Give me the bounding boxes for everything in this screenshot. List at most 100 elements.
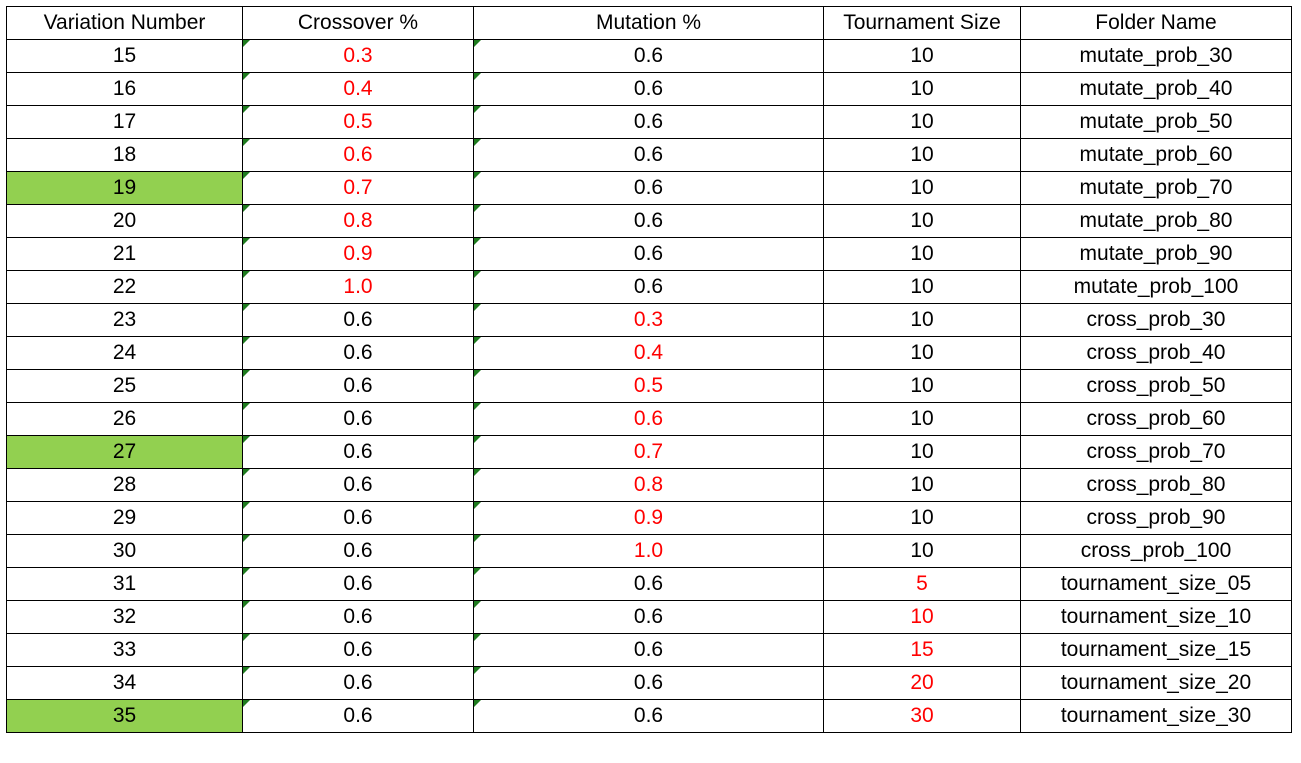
cell-folder-name[interactable]: mutate_prob_40 xyxy=(1020,72,1292,106)
cell-folder-name[interactable]: cross_prob_50 xyxy=(1020,369,1292,403)
cell-crossover[interactable]: 0.6 xyxy=(242,303,474,337)
cell-crossover[interactable]: 0.6 xyxy=(242,534,474,568)
cell-variation-number[interactable]: 20 xyxy=(6,204,243,238)
cell-folder-name[interactable]: tournament_size_15 xyxy=(1020,633,1292,667)
cell-variation-number[interactable]: 34 xyxy=(6,666,243,700)
cell-mutation[interactable]: 0.6 xyxy=(473,633,824,667)
cell-tournament-size[interactable]: 10 xyxy=(823,270,1021,304)
cell-tournament-size[interactable]: 5 xyxy=(823,567,1021,601)
cell-crossover[interactable]: 0.9 xyxy=(242,237,474,271)
cell-crossover[interactable]: 0.6 xyxy=(242,336,474,370)
cell-mutation[interactable]: 0.6 xyxy=(473,138,824,172)
cell-folder-name[interactable]: cross_prob_70 xyxy=(1020,435,1292,469)
cell-crossover[interactable]: 0.6 xyxy=(242,633,474,667)
cell-variation-number[interactable]: 24 xyxy=(6,336,243,370)
cell-variation-number[interactable]: 26 xyxy=(6,402,243,436)
cell-folder-name[interactable]: tournament_size_30 xyxy=(1020,699,1292,733)
cell-folder-name[interactable]: mutate_prob_90 xyxy=(1020,237,1292,271)
cell-folder-name[interactable]: tournament_size_10 xyxy=(1020,600,1292,634)
cell-variation-number[interactable]: 30 xyxy=(6,534,243,568)
cell-mutation[interactable]: 0.6 xyxy=(473,600,824,634)
header-variation-number[interactable]: Variation Number xyxy=(6,6,243,40)
cell-tournament-size[interactable]: 20 xyxy=(823,666,1021,700)
cell-tournament-size[interactable]: 10 xyxy=(823,204,1021,238)
header-crossover[interactable]: Crossover % xyxy=(242,6,474,40)
cell-mutation[interactable]: 0.8 xyxy=(473,468,824,502)
cell-variation-number[interactable]: 18 xyxy=(6,138,243,172)
cell-folder-name[interactable]: tournament_size_20 xyxy=(1020,666,1292,700)
cell-mutation[interactable]: 0.6 xyxy=(473,171,824,205)
cell-tournament-size[interactable]: 10 xyxy=(823,369,1021,403)
cell-folder-name[interactable]: cross_prob_30 xyxy=(1020,303,1292,337)
cell-mutation[interactable]: 0.6 xyxy=(473,567,824,601)
cell-crossover[interactable]: 0.6 xyxy=(242,369,474,403)
cell-crossover[interactable]: 0.6 xyxy=(242,402,474,436)
cell-folder-name[interactable]: cross_prob_80 xyxy=(1020,468,1292,502)
cell-folder-name[interactable]: cross_prob_60 xyxy=(1020,402,1292,436)
cell-tournament-size[interactable]: 10 xyxy=(823,501,1021,535)
cell-tournament-size[interactable]: 10 xyxy=(823,402,1021,436)
cell-folder-name[interactable]: cross_prob_100 xyxy=(1020,534,1292,568)
header-tournament-size[interactable]: Tournament Size xyxy=(823,6,1021,40)
cell-variation-number[interactable]: 33 xyxy=(6,633,243,667)
cell-variation-number[interactable]: 32 xyxy=(6,600,243,634)
cell-crossover[interactable]: 0.6 xyxy=(242,666,474,700)
cell-mutation[interactable]: 0.6 xyxy=(473,699,824,733)
cell-crossover[interactable]: 0.6 xyxy=(242,138,474,172)
cell-mutation[interactable]: 0.6 xyxy=(473,402,824,436)
cell-variation-number[interactable]: 29 xyxy=(6,501,243,535)
cell-tournament-size[interactable]: 10 xyxy=(823,435,1021,469)
cell-variation-number[interactable]: 27 xyxy=(6,435,243,469)
cell-variation-number[interactable]: 22 xyxy=(6,270,243,304)
cell-variation-number[interactable]: 23 xyxy=(6,303,243,337)
cell-variation-number[interactable]: 21 xyxy=(6,237,243,271)
cell-tournament-size[interactable]: 10 xyxy=(823,138,1021,172)
cell-crossover[interactable]: 0.6 xyxy=(242,600,474,634)
cell-crossover[interactable]: 0.3 xyxy=(242,39,474,73)
cell-variation-number[interactable]: 28 xyxy=(6,468,243,502)
cell-mutation[interactable]: 0.6 xyxy=(473,204,824,238)
cell-tournament-size[interactable]: 10 xyxy=(823,39,1021,73)
cell-mutation[interactable]: 1.0 xyxy=(473,534,824,568)
cell-mutation[interactable]: 0.6 xyxy=(473,666,824,700)
cell-folder-name[interactable]: mutate_prob_60 xyxy=(1020,138,1292,172)
cell-crossover[interactable]: 0.6 xyxy=(242,501,474,535)
cell-folder-name[interactable]: mutate_prob_100 xyxy=(1020,270,1292,304)
cell-tournament-size[interactable]: 10 xyxy=(823,171,1021,205)
cell-tournament-size[interactable]: 10 xyxy=(823,105,1021,139)
cell-crossover[interactable]: 0.7 xyxy=(242,171,474,205)
cell-mutation[interactable]: 0.9 xyxy=(473,501,824,535)
cell-tournament-size[interactable]: 10 xyxy=(823,237,1021,271)
cell-crossover[interactable]: 0.8 xyxy=(242,204,474,238)
cell-tournament-size[interactable]: 10 xyxy=(823,303,1021,337)
cell-crossover[interactable]: 0.6 xyxy=(242,435,474,469)
cell-crossover[interactable]: 1.0 xyxy=(242,270,474,304)
cell-crossover[interactable]: 0.6 xyxy=(242,699,474,733)
cell-tournament-size[interactable]: 10 xyxy=(823,534,1021,568)
cell-variation-number[interactable]: 25 xyxy=(6,369,243,403)
cell-variation-number[interactable]: 19 xyxy=(6,171,243,205)
cell-tournament-size[interactable]: 10 xyxy=(823,600,1021,634)
cell-crossover[interactable]: 0.6 xyxy=(242,468,474,502)
cell-mutation[interactable]: 0.6 xyxy=(473,39,824,73)
cell-folder-name[interactable]: mutate_prob_50 xyxy=(1020,105,1292,139)
cell-mutation[interactable]: 0.6 xyxy=(473,72,824,106)
cell-folder-name[interactable]: cross_prob_40 xyxy=(1020,336,1292,370)
cell-variation-number[interactable]: 35 xyxy=(6,699,243,733)
cell-mutation[interactable]: 0.6 xyxy=(473,105,824,139)
cell-folder-name[interactable]: cross_prob_90 xyxy=(1020,501,1292,535)
cell-mutation[interactable]: 0.5 xyxy=(473,369,824,403)
cell-variation-number[interactable]: 16 xyxy=(6,72,243,106)
cell-tournament-size[interactable]: 10 xyxy=(823,72,1021,106)
cell-tournament-size[interactable]: 10 xyxy=(823,336,1021,370)
cell-crossover[interactable]: 0.5 xyxy=(242,105,474,139)
cell-folder-name[interactable]: mutate_prob_30 xyxy=(1020,39,1292,73)
cell-variation-number[interactable]: 17 xyxy=(6,105,243,139)
cell-mutation[interactable]: 0.7 xyxy=(473,435,824,469)
cell-crossover[interactable]: 0.4 xyxy=(242,72,474,106)
cell-mutation[interactable]: 0.6 xyxy=(473,270,824,304)
cell-crossover[interactable]: 0.6 xyxy=(242,567,474,601)
header-folder-name[interactable]: Folder Name xyxy=(1020,6,1292,40)
cell-variation-number[interactable]: 31 xyxy=(6,567,243,601)
cell-tournament-size[interactable]: 15 xyxy=(823,633,1021,667)
